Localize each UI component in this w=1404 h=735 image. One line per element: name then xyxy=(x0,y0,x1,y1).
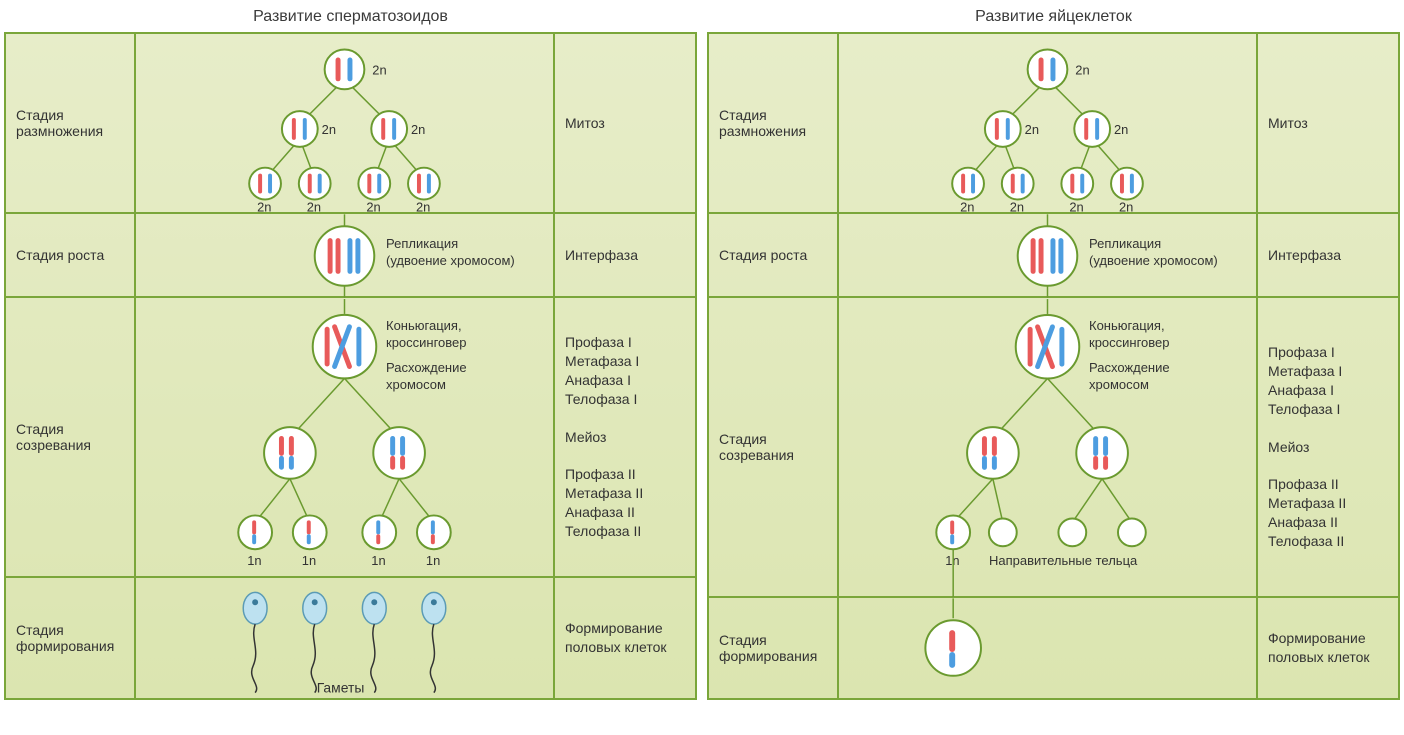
process-label: Профаза I Метафаза I Анафаза I Телофаза … xyxy=(555,298,695,576)
stage-label: Стадия роста xyxy=(6,214,136,296)
replication-note: Репликация (удвоение хромосом) xyxy=(1089,236,1219,270)
row-formation: Стадия формирования Формирование половых… xyxy=(709,598,1398,698)
conjugation-note: Коньюгация, кроссинговер xyxy=(1089,318,1219,352)
svg-text:1n: 1n xyxy=(426,553,440,568)
process-label: Интерфаза xyxy=(1258,214,1398,296)
svg-text:2n: 2n xyxy=(960,199,974,214)
svg-text:2n: 2n xyxy=(416,199,430,214)
process-label: Формирование половых клеток xyxy=(555,578,695,698)
svg-text:2n: 2n xyxy=(257,199,271,214)
svg-text:Гаметы: Гаметы xyxy=(317,680,365,696)
row-growth: Стадия роста Репликация (удвоение хромос… xyxy=(709,214,1398,298)
svg-text:1n: 1n xyxy=(247,553,261,568)
stage-label: Стадия размножения xyxy=(709,34,839,212)
egg-table: Стадия размножения 2n xyxy=(707,32,1400,700)
sperm-panel: Развитие сперматозоидов Стадия размножен… xyxy=(4,4,697,700)
svg-text:2n: 2n xyxy=(322,122,336,137)
egg-panel: Развитие яйцеклеток Стадия размножения xyxy=(707,4,1400,700)
diagram-meiosis-egg: 1n Коньюгация, кроссинговер Расхождение … xyxy=(839,298,1258,596)
svg-text:1n: 1n xyxy=(371,553,385,568)
diagram-growth: Репликация (удвоение хромосом) xyxy=(136,214,555,296)
row-formation: Стадия формирования xyxy=(6,578,695,698)
process-label: Митоз xyxy=(555,34,695,212)
stage-label: Стадия размножения xyxy=(6,34,136,212)
svg-text:1n: 1n xyxy=(302,553,316,568)
svg-text:2n: 2n xyxy=(1075,62,1089,77)
row-maturation: Стадия созревания xyxy=(6,298,695,578)
disjunction-note: Расхождение хромосом xyxy=(386,360,516,394)
sperm-icon xyxy=(243,592,267,692)
row-multiplication: Стадия размножения 2n xyxy=(709,34,1398,214)
process-label: Интерфаза xyxy=(555,214,695,296)
row-growth: Стадия роста Репликация (удвоение хромос… xyxy=(6,214,695,298)
svg-text:2n: 2n xyxy=(307,199,321,214)
sperm-table: Стадия размножения 2n xyxy=(4,32,697,700)
svg-text:2n: 2n xyxy=(1069,199,1083,214)
diagram-growth: Репликация (удвоение хромосом) xyxy=(839,214,1258,296)
svg-text:2n: 2n xyxy=(1114,122,1128,137)
svg-text:2n: 2n xyxy=(1025,122,1039,137)
egg-title: Развитие яйцеклеток xyxy=(707,4,1400,32)
svg-text:2n: 2n xyxy=(411,122,425,137)
stage-label: Стадия роста xyxy=(709,214,839,296)
conjugation-note: Коньюгация, кроссинговер xyxy=(386,318,516,352)
polar-bodies-note: Направительные тельца xyxy=(989,553,1159,570)
mitosis-tree-svg: 2n 2n 2n xyxy=(136,34,553,214)
sperm-title: Развитие сперматозоидов xyxy=(4,4,697,32)
sperm-icon xyxy=(422,592,446,692)
diagram-meiosis: 1n 1n 1n 1n Коньюгация, кроссинговер Рас… xyxy=(136,298,555,576)
diagram-wrapper: Развитие сперматозоидов Стадия размножен… xyxy=(0,0,1404,704)
svg-text:2n: 2n xyxy=(366,199,380,214)
svg-text:2n: 2n xyxy=(1119,199,1133,214)
row-maturation: Стадия созревания xyxy=(709,298,1398,598)
svg-text:2n: 2n xyxy=(1010,199,1024,214)
diagram-egg xyxy=(839,598,1258,698)
svg-text:2n: 2n xyxy=(372,62,386,77)
process-label: Митоз xyxy=(1258,34,1398,212)
disjunction-note: Расхождение хромосом xyxy=(1089,360,1219,394)
process-label: Формирование половых клеток xyxy=(1258,598,1398,698)
row-multiplication: Стадия размножения 2n xyxy=(6,34,695,214)
svg-text:1n: 1n xyxy=(945,553,959,568)
stage-label: Стадия формирования xyxy=(6,578,136,698)
stage-label: Стадия созревания xyxy=(6,298,136,576)
stage-label: Стадия формирования xyxy=(709,598,839,698)
diagram-mitosis: 2n 2n 2n xyxy=(136,34,555,212)
diagram-mitosis: 2n 2n 2n xyxy=(839,34,1258,212)
replication-note: Репликация (удвоение хромосом) xyxy=(386,236,516,270)
sperm-icon xyxy=(362,592,386,692)
process-label: Профаза I Метафаза I Анафаза I Телофаза … xyxy=(1258,298,1398,596)
diagram-sperm: Гаметы xyxy=(136,578,555,698)
stage-label: Стадия созревания xyxy=(709,298,839,596)
sperm-icon xyxy=(303,592,327,692)
